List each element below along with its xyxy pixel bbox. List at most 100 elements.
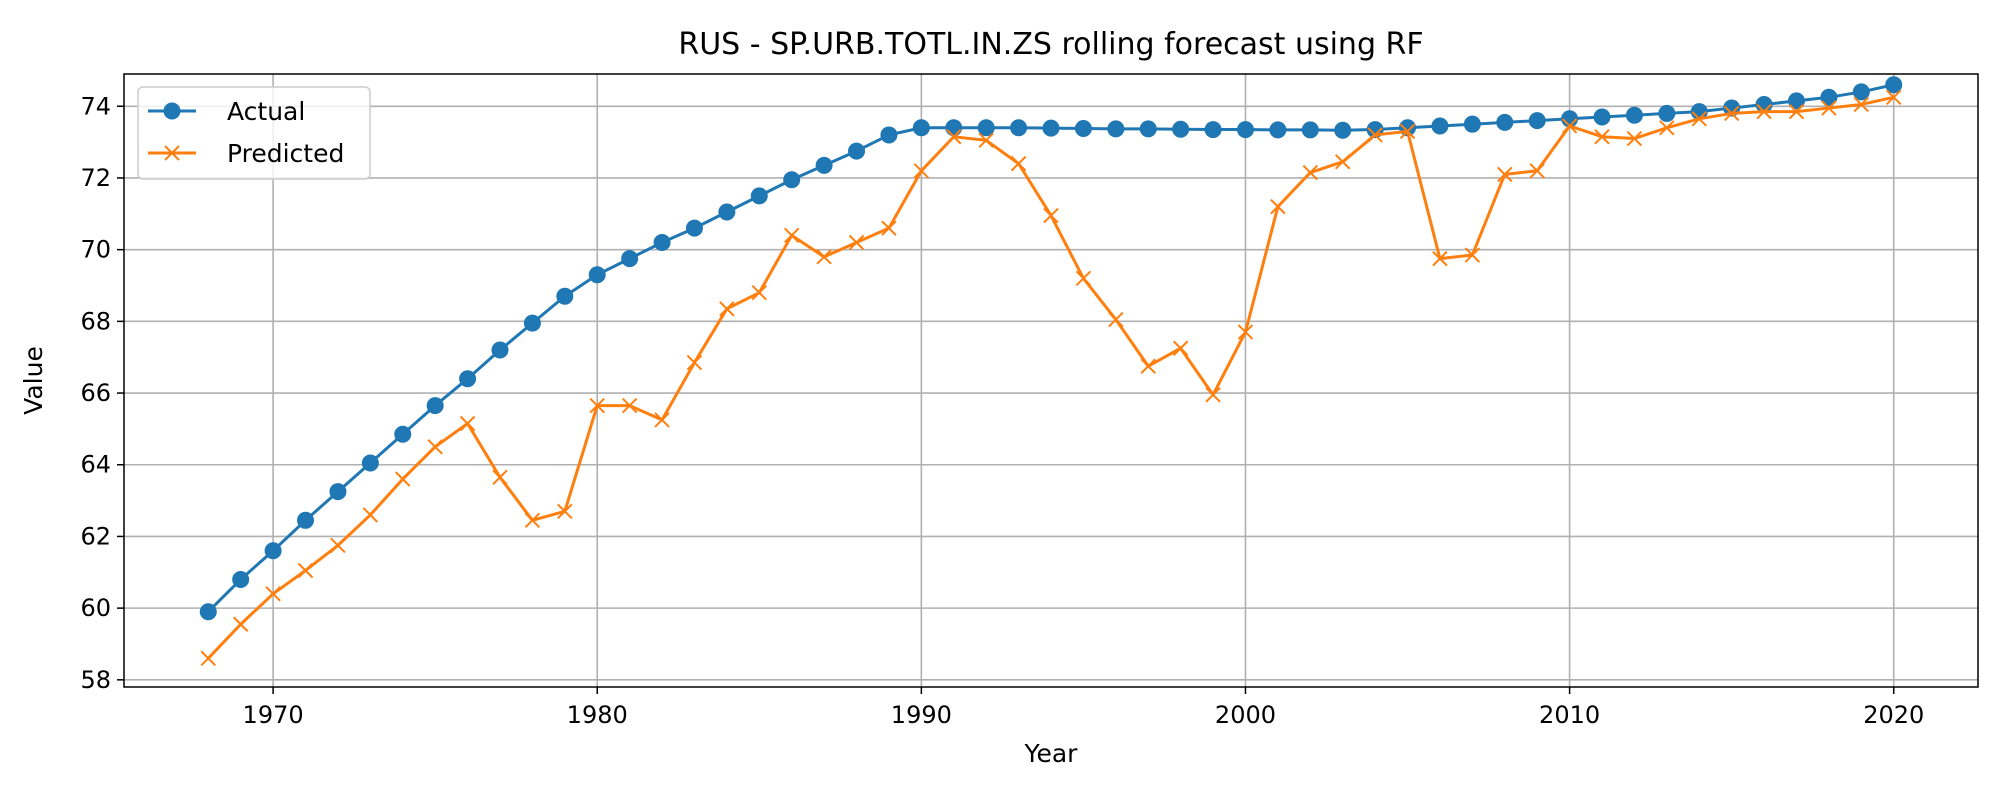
predicted-point xyxy=(1075,270,1092,287)
actual-point xyxy=(1236,121,1254,139)
marker-stroke xyxy=(848,234,865,251)
actual-point xyxy=(1496,113,1514,131)
legend-items: Actual Predicted xyxy=(148,97,344,168)
predicted-point xyxy=(719,301,735,317)
marker-stroke xyxy=(783,227,800,244)
y-tick-label: 68 xyxy=(80,307,111,335)
predicted-point xyxy=(1432,250,1448,267)
actual-point xyxy=(426,397,444,415)
plot-frame xyxy=(123,73,1979,688)
legend-entry-actual: Actual xyxy=(148,97,305,126)
predicted-point xyxy=(1886,89,1902,106)
x-tick-label: 2000 xyxy=(1215,701,1276,729)
marker-stroke xyxy=(1626,130,1643,147)
predicted-point xyxy=(1010,155,1027,172)
y-tick-label: 74 xyxy=(80,92,111,120)
y-tick-label: 64 xyxy=(80,451,111,479)
actual-point xyxy=(1625,106,1643,124)
gridlines xyxy=(124,74,1978,687)
marker-stroke xyxy=(1691,111,1707,127)
chart-title: RUS - SP.URB.TOTL.IN.ZS rolling forecast… xyxy=(678,27,1423,62)
actual-point xyxy=(1755,95,1773,113)
actual-point xyxy=(945,119,963,137)
actual-point xyxy=(1301,121,1319,139)
marker-stroke xyxy=(459,415,476,432)
marker-stroke xyxy=(816,249,832,265)
marker-stroke xyxy=(1140,358,1156,374)
y-tick-label: 60 xyxy=(80,594,111,622)
predicted-point xyxy=(200,650,216,667)
actual-point xyxy=(523,314,541,332)
predicted-point xyxy=(1821,100,1837,116)
actual-point xyxy=(361,454,379,472)
axis-ticks: 1970 1980 1990 2000 2010 2020 58 60 62 64 66 68 70 72… xyxy=(80,92,1924,729)
actual-point xyxy=(491,341,509,359)
predicted-point xyxy=(1723,105,1740,122)
y-tick-label: 58 xyxy=(80,666,111,694)
marker-stroke xyxy=(1561,118,1578,134)
x-tick-label: 1980 xyxy=(567,701,628,729)
actual-point xyxy=(653,233,671,251)
predicted-point xyxy=(395,471,411,487)
actual-point xyxy=(556,287,574,305)
predicted-point xyxy=(1043,207,1059,224)
marker-stroke xyxy=(1432,250,1448,267)
marker-stroke xyxy=(589,397,605,414)
predicted-point xyxy=(232,616,249,632)
predicted-point xyxy=(1561,118,1578,134)
predicted-point xyxy=(1172,340,1189,356)
actual-point xyxy=(1820,88,1838,106)
marker-stroke xyxy=(1497,166,1513,183)
legend-marker-predicted xyxy=(164,145,180,161)
predicted-point xyxy=(1140,358,1156,374)
actual-point xyxy=(815,156,833,174)
actual-point xyxy=(1593,108,1611,126)
marker-stroke xyxy=(1367,127,1383,143)
actual-point xyxy=(1010,119,1028,137)
actual-point xyxy=(750,187,768,205)
y-tick-label: 70 xyxy=(80,236,111,264)
predicted-point xyxy=(1659,120,1675,136)
actual-point xyxy=(1269,121,1287,139)
predicted-point xyxy=(1853,96,1870,113)
predicted-point xyxy=(1270,198,1286,215)
predicted-point xyxy=(589,397,605,414)
predicted-point xyxy=(492,469,508,485)
marker-stroke xyxy=(1302,164,1319,181)
predicted-point xyxy=(1205,387,1221,403)
predicted-point xyxy=(1691,111,1707,127)
marker-stroke xyxy=(492,469,508,485)
actual-point xyxy=(394,425,412,443)
x-tick-label: 2010 xyxy=(1539,701,1600,729)
marker-stroke xyxy=(362,507,379,523)
predicted-point xyxy=(751,284,767,301)
actual-point xyxy=(1658,104,1676,122)
predicted-point xyxy=(1367,127,1383,143)
marker-stroke xyxy=(524,512,541,529)
series-layer xyxy=(199,76,1903,667)
predicted-point xyxy=(1237,324,1254,340)
predicted-point xyxy=(946,129,962,145)
marker-stroke xyxy=(330,537,346,554)
actual-point xyxy=(1885,76,1903,94)
actual-point xyxy=(1139,120,1157,138)
marker-stroke xyxy=(686,354,703,371)
predicted-point xyxy=(913,163,930,179)
actual-point xyxy=(1463,115,1481,133)
actual-point xyxy=(912,119,930,137)
marker-stroke xyxy=(1010,155,1027,172)
legend: Actual Predicted xyxy=(137,86,371,180)
actual-series xyxy=(199,76,1903,621)
predicted-point xyxy=(1335,154,1351,170)
x-tick-label: 1990 xyxy=(891,701,952,729)
actual-point xyxy=(329,483,347,501)
actual-point xyxy=(1561,110,1579,128)
predicted-point xyxy=(330,537,346,554)
predicted-point xyxy=(1756,103,1772,120)
predicted-point xyxy=(1594,129,1610,145)
predicted-point xyxy=(557,503,573,520)
x-tick-label: 1970 xyxy=(243,701,304,729)
marker-stroke xyxy=(1075,270,1092,287)
marker-stroke xyxy=(1756,103,1772,120)
